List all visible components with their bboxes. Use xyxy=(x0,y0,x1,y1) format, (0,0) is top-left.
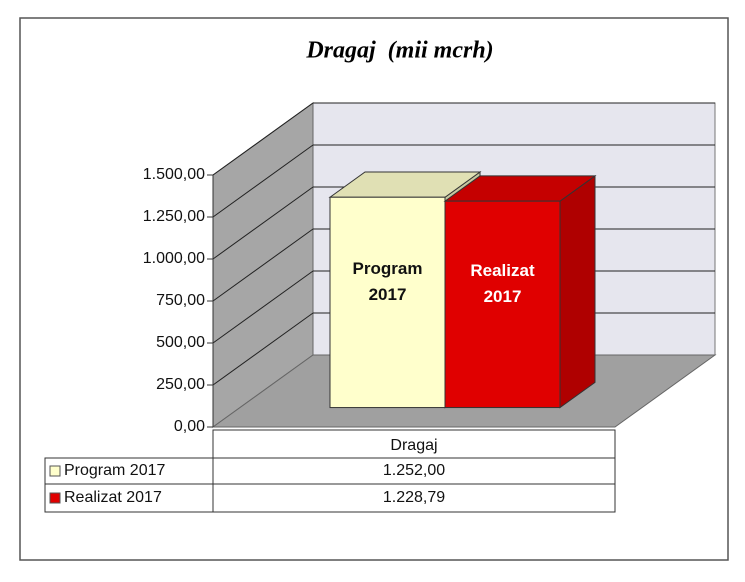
chart-title: Dragaj (mii mcrh) xyxy=(305,38,493,64)
bar xyxy=(444,200,561,409)
table-value: 1.252,00 xyxy=(383,462,445,479)
y-tick-label: 1.250,00 xyxy=(143,208,205,225)
y-tick-label: 750,00 xyxy=(156,292,205,309)
bar-label: Realizat 2017 xyxy=(470,260,535,306)
y-tick-label: 0,00 xyxy=(174,418,205,435)
bar-side xyxy=(559,174,596,409)
grid-line xyxy=(212,270,314,344)
legend-key xyxy=(49,492,61,504)
legend-label: Realizat 2017 xyxy=(64,489,162,506)
grid-line xyxy=(212,312,314,386)
table-header: Dragaj xyxy=(390,437,437,454)
grid-line xyxy=(212,186,314,260)
bar xyxy=(329,196,446,409)
y-tick-label: 1.000,00 xyxy=(143,250,205,267)
bar-label-box: Realizat 2017 xyxy=(470,260,535,306)
y-tick-label: 500,00 xyxy=(156,334,205,351)
y-tick-label: 1.500,00 xyxy=(143,166,205,183)
y-tick-label: 250,00 xyxy=(156,376,205,393)
grid-line xyxy=(212,228,314,302)
bar-label: Program 2017 xyxy=(352,258,423,304)
grid-line xyxy=(212,144,314,218)
bar-label-box: Program 2017 xyxy=(352,258,423,304)
legend-label: Program 2017 xyxy=(64,462,165,479)
grid-line xyxy=(212,102,314,176)
legend-key xyxy=(49,465,61,477)
table-value: 1.228,79 xyxy=(383,489,445,506)
